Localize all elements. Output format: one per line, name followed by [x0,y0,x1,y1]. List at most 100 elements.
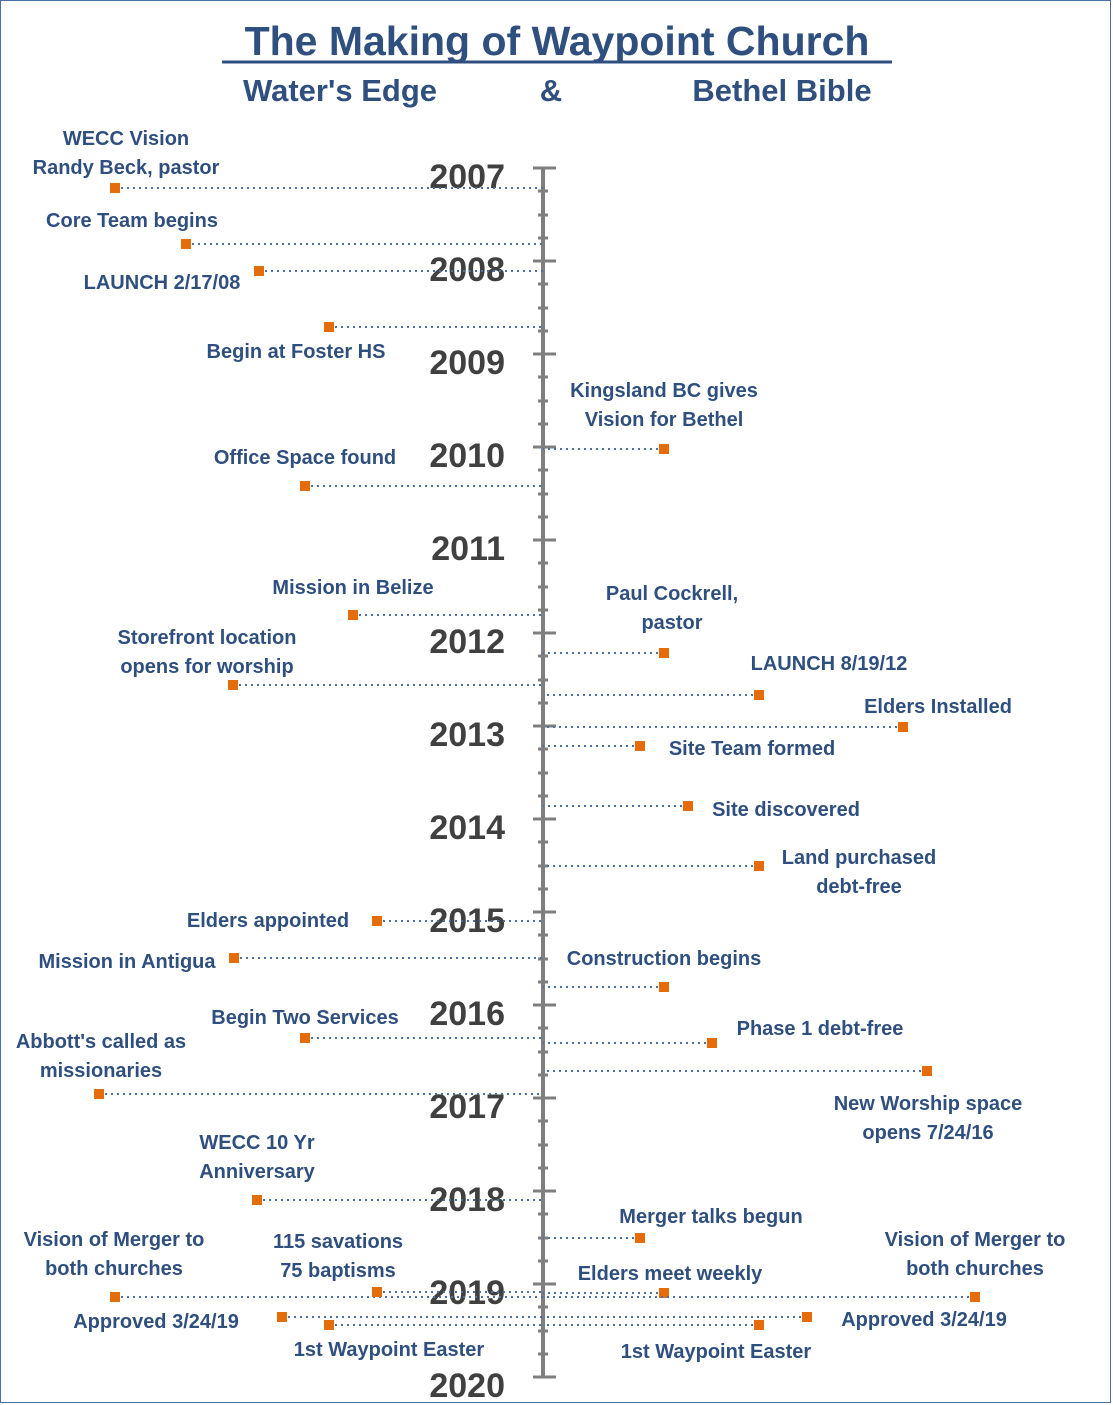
event-label: WECC Vision [63,128,189,150]
event-marker [754,1320,764,1330]
right-events: Kingsland BC gives Vision for Bethel Paul … [543,380,1065,1363]
event-label: Vision of Merger to [24,1229,205,1251]
event-marker [970,1292,980,1302]
event-label: both churches [45,1258,183,1280]
event-marker [659,982,669,992]
axis-ticks [533,166,556,1379]
event-label: WECC 10 Yr [199,1132,314,1154]
right-event: Construction begins [543,948,761,992]
event-label: Core Team begins [46,210,218,232]
event-label: Abbott's called as [16,1031,186,1053]
event-marker [254,266,264,276]
left-event: Storefront location opens for worship [118,627,543,690]
year-label: 2008 [429,251,505,289]
year-label: 2007 [429,158,505,196]
event-marker [300,1033,310,1043]
event-label: 1st Waypoint Easter [294,1339,485,1361]
event-marker [229,953,239,963]
event-label: Elders appointed [187,910,349,932]
event-label: opens 7/24/16 [862,1122,993,1144]
event-label: Site Team formed [669,738,835,760]
right-event: LAUNCH 8/19/12 [543,653,907,700]
left-event: LAUNCH 2/17/08 [84,266,543,294]
event-marker [372,916,382,926]
event-label: Merger talks begun [619,1206,802,1228]
event-label: 75 baptisms [280,1260,396,1282]
right-event: New Worship space opens 7/24/16 [543,1066,1022,1144]
event-marker [110,1292,120,1302]
event-label: Construction begins [567,948,761,970]
event-marker [181,239,191,249]
event-label: Site discovered [712,799,860,821]
event-marker [372,1287,382,1297]
right-event: Merger talks begun [543,1206,803,1243]
event-marker [754,690,764,700]
event-label: Storefront location [118,627,297,649]
event-label: Phase 1 debt-free [737,1018,904,1040]
event-label: Paul Cockrell, [606,583,738,605]
event-marker [94,1089,104,1099]
left-event: Approved 3/24/19 [73,1311,543,1333]
event-label: Vision for Bethel [585,409,744,431]
event-label: missionaries [40,1060,162,1082]
right-heading: Bethel Bible [692,73,871,108]
right-event: Phase 1 debt-free [543,1018,903,1048]
event-marker [635,741,645,751]
left-event: Core Team begins [46,210,543,249]
left-event: Vision of Merger to both churches [24,1229,543,1302]
event-label: LAUNCH 2/17/08 [84,272,241,294]
left-event: Mission in Antigua [38,951,543,973]
year-label: 2009 [429,344,505,382]
event-label: pastor [641,612,702,634]
event-label: LAUNCH 8/19/12 [751,653,908,675]
event-label: both churches [906,1258,1044,1280]
right-event: Vision of Merger to both churches [543,1229,1065,1302]
event-marker [802,1312,812,1322]
right-event: Elders meet weekly [543,1263,763,1298]
right-event: Kingsland BC gives Vision for Bethel [543,380,758,454]
left-event: 115 savations 75 baptisms [273,1231,543,1297]
event-label: Mission in Antigua [38,951,216,973]
right-event: Paul Cockrell, pastor [543,583,738,658]
diagram-title: The Making of Waypoint Church [245,18,870,64]
left-event: WECC 10 Yr Anniversary [199,1132,543,1205]
event-marker [754,861,764,871]
event-label: opens for worship [120,656,293,678]
event-marker [683,801,693,811]
year-label: 2020 [429,1367,505,1405]
right-event: Site discovered [543,799,860,821]
event-marker [348,610,358,620]
event-label: Begin Two Services [211,1007,398,1029]
event-marker [228,680,238,690]
event-label: Mission in Belize [272,577,433,599]
event-marker [300,481,310,491]
event-marker [922,1066,932,1076]
left-events: WECC Vision Randy Beck, pastor Core Team b… [16,128,543,1361]
event-marker [324,1320,334,1330]
left-event: Office Space found [214,447,543,491]
year-label: 2016 [429,995,505,1033]
right-event: Site Team formed [543,738,835,760]
event-label: Anniversary [199,1161,315,1183]
event-marker [252,1195,262,1205]
event-label: 115 savations [273,1231,403,1253]
event-marker [659,648,669,658]
event-label: Office Space found [214,447,396,469]
event-marker [898,722,908,732]
event-label: New Worship space [834,1093,1023,1115]
event-marker [707,1038,717,1048]
event-label: Approved 3/24/19 [841,1309,1007,1331]
year-labels: 2007200820092010201120122013201420152016… [429,158,505,1405]
left-event: Elders appointed [187,910,543,932]
event-label: Elders meet weekly [578,1263,763,1285]
event-label: Land purchased [782,847,936,869]
event-marker [635,1233,645,1243]
year-label: 2014 [429,809,505,847]
event-label: Approved 3/24/19 [73,1311,239,1333]
left-event: WECC Vision Randy Beck, pastor [33,128,543,193]
event-label: 1st Waypoint Easter [621,1341,812,1363]
left-event: Mission in Belize [272,577,543,620]
year-label: 2010 [429,437,505,475]
right-event: Approved 3/24/19 [543,1309,1007,1331]
